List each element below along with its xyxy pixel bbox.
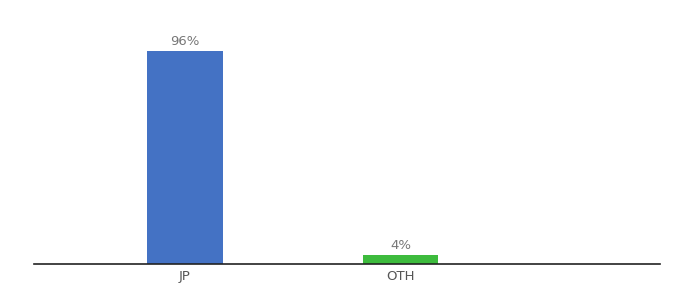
Bar	[148, 51, 223, 264]
Text: 96%: 96%	[170, 35, 200, 48]
Bar	[363, 255, 439, 264]
Text: 4%: 4%	[390, 239, 411, 252]
